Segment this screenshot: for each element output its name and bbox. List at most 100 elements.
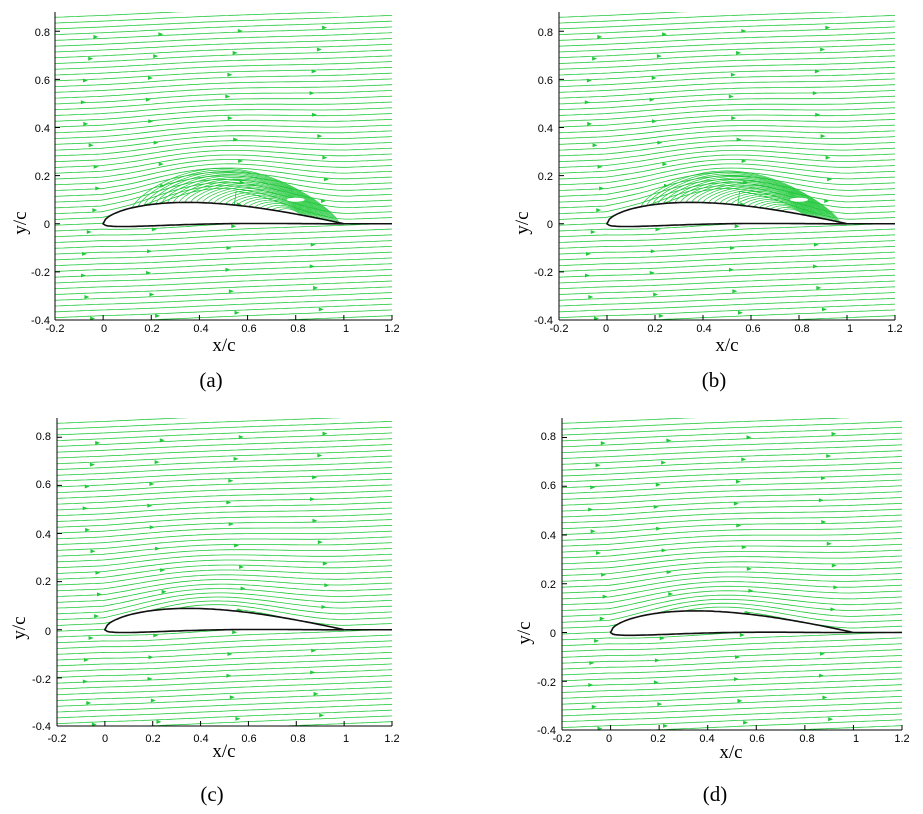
- recirculation-line: [213, 189, 318, 219]
- streamline: [57, 496, 392, 511]
- recirculation-line: [781, 208, 804, 216]
- flow-arrow: [737, 310, 743, 315]
- streamline: [559, 32, 895, 47]
- streamline: [57, 698, 392, 713]
- flow-arrow: [151, 227, 157, 232]
- flow-arrow: [831, 431, 837, 436]
- flow-arrow: [240, 586, 246, 591]
- streamline-field: [55, 0, 392, 405]
- streamline: [562, 581, 902, 600]
- recirculation-line: [730, 194, 817, 218]
- plot-area-b: [558, 12, 896, 398]
- streamline: [559, 66, 895, 82]
- flow-arrow: [666, 570, 672, 575]
- x-tick-label: 1: [343, 733, 349, 745]
- flow-arrow: [661, 548, 667, 553]
- streamline: [55, 178, 392, 209]
- streamline: [55, 391, 392, 405]
- recirculation-line: [725, 192, 819, 218]
- x-tick-label: 0: [102, 733, 108, 745]
- streamline: [562, 655, 902, 670]
- flow-arrow: [158, 32, 164, 37]
- separation-bubble: [640, 170, 841, 223]
- flow-arrow: [154, 460, 160, 465]
- recirculation-line: [657, 174, 836, 222]
- streamline: [55, 297, 392, 313]
- streamline: [559, 49, 895, 64]
- flow-arrow: [145, 97, 151, 102]
- streamline: [57, 507, 392, 522]
- streamline: [559, 292, 895, 307]
- y-tick-label: 0.6: [35, 75, 50, 87]
- y-tick-label: 0.2: [541, 579, 556, 591]
- streamline: [57, 669, 392, 684]
- streamline: [57, 513, 392, 528]
- flow-arrow: [591, 704, 597, 709]
- y-tick-label: 0.4: [36, 529, 51, 541]
- flow-arrow: [319, 713, 325, 718]
- flow-arrow: [147, 676, 153, 681]
- recirculation-line: [155, 174, 334, 222]
- flow-arrow: [90, 549, 96, 554]
- streamline: [55, 269, 392, 284]
- streamline-field: [562, 418, 902, 730]
- streamline: [57, 785, 392, 799]
- streamline: [57, 501, 392, 517]
- axes: [561, 418, 903, 731]
- flow-arrow: [231, 224, 237, 229]
- streamline: [57, 675, 392, 690]
- streamline: [271, 315, 392, 320]
- streamline: [55, 0, 392, 12]
- streamline: [559, 130, 895, 145]
- streamline: [559, 182, 895, 214]
- panel-a: -0.2 0 0.2 0.4 0.6 0.8 1 1.2 -0.4 -0.2 0…: [10, 0, 400, 405]
- streamline: [562, 418, 852, 430]
- y-tick-label: 0.2: [35, 171, 50, 183]
- streamline: [55, 124, 392, 139]
- flow-arrow: [741, 158, 747, 163]
- streamline: [57, 634, 392, 649]
- flow-arrow: [234, 310, 240, 315]
- flow-arrow: [90, 316, 96, 320]
- streamline: [57, 791, 392, 804]
- flow-arrow: [82, 251, 88, 256]
- flow-arrow: [597, 726, 603, 730]
- streamline: [57, 519, 392, 534]
- flow-arrow: [323, 177, 329, 182]
- streamline: [55, 171, 392, 197]
- axes: [558, 12, 896, 321]
- flow-arrow: [656, 54, 662, 59]
- streamline: [562, 631, 902, 647]
- streamline: [55, 286, 392, 301]
- streamline: [57, 779, 392, 793]
- recirculation-line: [770, 205, 807, 216]
- recirculation-line: [272, 206, 303, 216]
- streamline: [57, 404, 392, 418]
- flow-arrow: [225, 94, 231, 99]
- streamline: [559, 385, 895, 398]
- streamline: [559, 78, 895, 93]
- flow-arrow: [748, 588, 754, 593]
- flow-arrow: [318, 307, 324, 312]
- streamline: [55, 118, 392, 134]
- panel-caption: (a): [199, 368, 222, 392]
- streamline: [562, 643, 902, 658]
- flow-arrow: [827, 177, 833, 182]
- streamline: [57, 579, 392, 597]
- x-tick-label: 1: [847, 323, 853, 335]
- flow-arrow: [734, 677, 740, 682]
- streamline: [55, 84, 392, 99]
- streamline: [55, 257, 392, 272]
- flow-arrow: [821, 307, 827, 312]
- recirculation-line: [662, 176, 835, 222]
- streamline: [562, 594, 902, 617]
- streamline: [57, 564, 392, 580]
- streamline: [57, 657, 392, 672]
- flow-arrow: [91, 722, 97, 726]
- y-tick-label: -0.2: [534, 267, 553, 279]
- flow-arrow: [161, 589, 167, 594]
- streamline: [562, 444, 902, 459]
- recirculation-line: [143, 171, 337, 223]
- streamline: [559, 159, 895, 180]
- x-tick-label: 1.2: [384, 733, 399, 745]
